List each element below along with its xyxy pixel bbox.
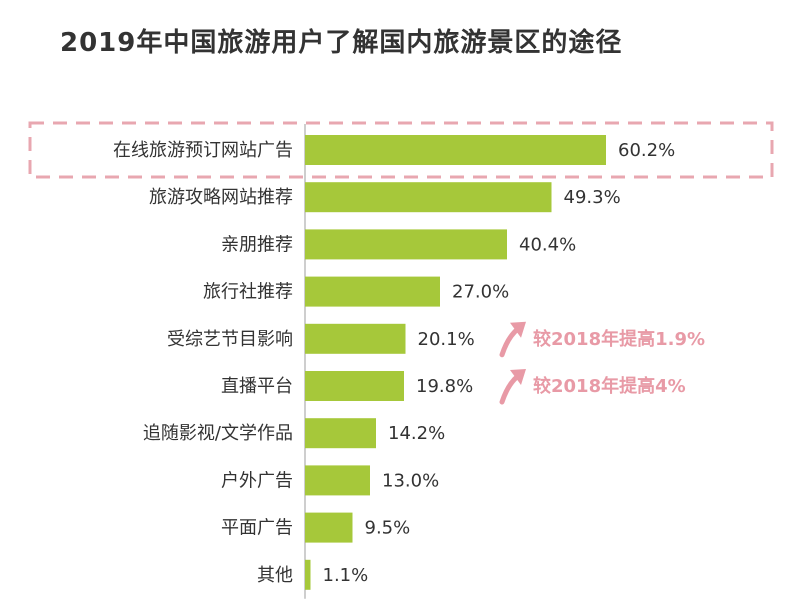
annotation-label: 较2018年提高1.9% xyxy=(533,328,705,350)
category-label: 受综艺节目影响 xyxy=(167,329,293,350)
up-arrow-icon xyxy=(510,321,526,338)
up-arrow-icon xyxy=(510,369,526,385)
category-label: 在线旅游预订网站广告 xyxy=(113,140,293,161)
highlight-box xyxy=(28,121,774,179)
value-label: 13.0% xyxy=(382,470,439,491)
value-label: 49.3% xyxy=(564,187,621,208)
bar xyxy=(305,135,606,165)
category-label: 旅行社推荐 xyxy=(203,282,293,303)
annotation-label: 较2018年提高4% xyxy=(533,375,686,397)
bar xyxy=(305,182,552,213)
value-label: 20.1% xyxy=(418,329,475,350)
chart-title: 2019年中国旅游用户了解国内旅游景区的途径 xyxy=(60,28,623,58)
bar xyxy=(305,512,353,543)
bar xyxy=(305,418,376,449)
value-label: 14.2% xyxy=(388,423,445,444)
value-label: 27.0% xyxy=(452,282,509,303)
value-label: 60.2% xyxy=(618,140,675,161)
bar xyxy=(305,229,507,260)
category-label: 平面广告 xyxy=(221,518,293,539)
value-label: 19.8% xyxy=(416,376,473,397)
category-label: 直播平台 xyxy=(221,376,293,397)
category-label: 亲朋推荐 xyxy=(221,234,293,255)
bar xyxy=(305,371,404,401)
value-label: 40.4% xyxy=(519,234,576,255)
bar xyxy=(305,276,440,307)
up-arrow-icon xyxy=(499,326,521,358)
up-arrow-icon xyxy=(499,373,521,405)
category-label: 其他 xyxy=(257,565,293,586)
bar xyxy=(305,323,406,354)
bar xyxy=(305,465,370,496)
category-label: 旅游攻略网站推荐 xyxy=(149,187,293,208)
category-label: 户外广告 xyxy=(221,470,293,491)
value-label: 9.5% xyxy=(365,518,411,539)
value-label: 1.1% xyxy=(323,565,369,586)
bar xyxy=(305,559,311,590)
category-label: 追随影视/文学作品 xyxy=(143,423,293,444)
